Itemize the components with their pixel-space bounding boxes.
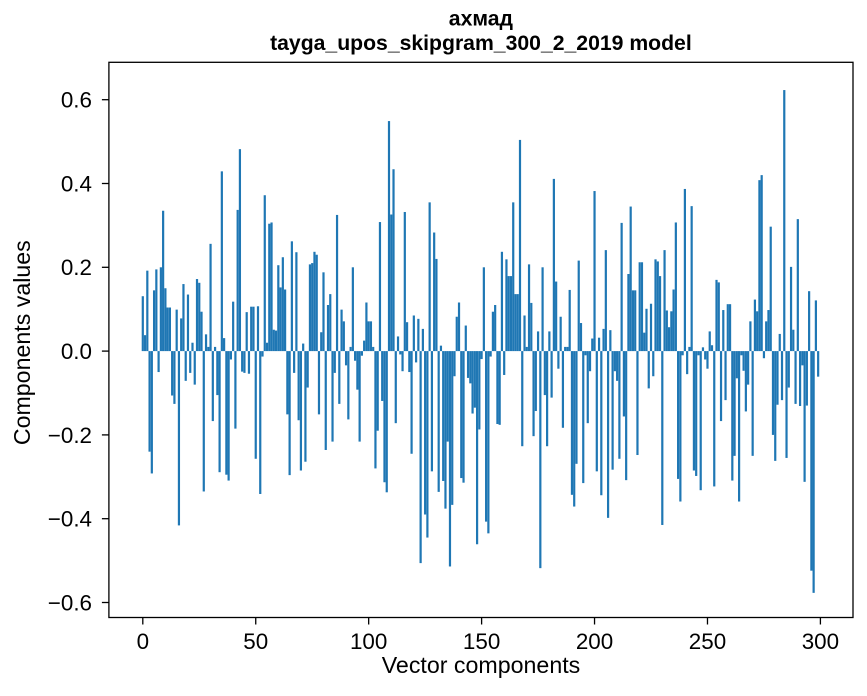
svg-text:−0.6: −0.6 bbox=[48, 590, 92, 615]
svg-text:250: 250 bbox=[689, 629, 726, 654]
svg-text:0: 0 bbox=[137, 629, 149, 654]
svg-text:0.2: 0.2 bbox=[61, 255, 92, 280]
svg-text:ахмад: ахмад bbox=[449, 8, 514, 31]
svg-text:Vector components: Vector components bbox=[382, 652, 581, 678]
svg-text:0.6: 0.6 bbox=[61, 88, 92, 113]
svg-text:300: 300 bbox=[802, 629, 839, 654]
svg-text:50: 50 bbox=[243, 629, 268, 654]
svg-text:−0.2: −0.2 bbox=[48, 423, 92, 448]
svg-text:tayga_upos_skipgram_300_2_2019: tayga_upos_skipgram_300_2_2019 model bbox=[270, 32, 692, 55]
svg-text:−0.4: −0.4 bbox=[48, 507, 92, 532]
svg-text:Components values: Components values bbox=[9, 240, 35, 445]
svg-text:0.0: 0.0 bbox=[61, 339, 92, 364]
svg-text:150: 150 bbox=[463, 629, 500, 654]
svg-text:200: 200 bbox=[576, 629, 613, 654]
svg-text:100: 100 bbox=[350, 629, 387, 654]
svg-text:0.4: 0.4 bbox=[61, 171, 92, 196]
